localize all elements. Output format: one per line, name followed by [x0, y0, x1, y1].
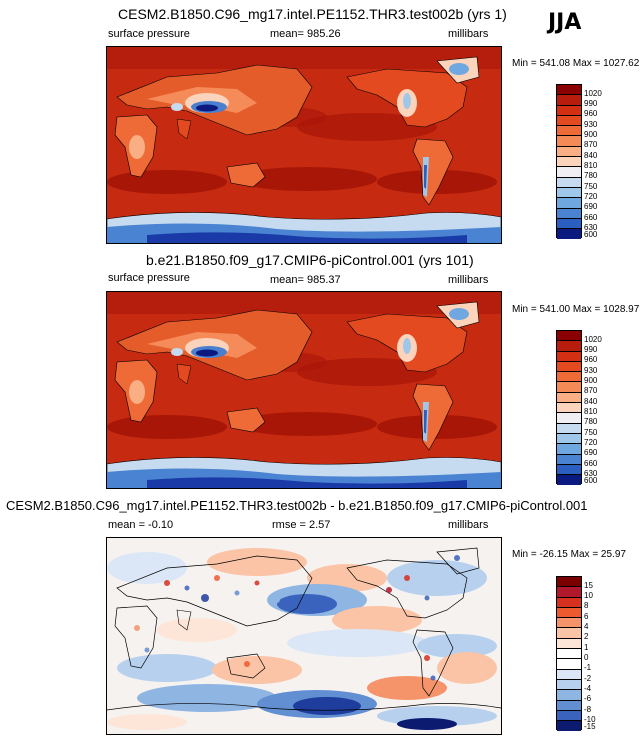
colorbar-tick: 990: [584, 99, 598, 108]
colorbar-tick: -15: [584, 722, 596, 731]
panel3-map-field: [107, 538, 501, 734]
colorbar-tick: 960: [584, 109, 598, 118]
panel2-map: [106, 291, 502, 489]
panel3-title: CESM2.B1850.C96_mg17.intel.PE1152.THR3.t…: [6, 498, 588, 513]
colorbar-tick: 720: [584, 438, 598, 447]
panel3-mean-label: mean = -0.10: [108, 519, 174, 531]
panel1-colorbar: [556, 84, 582, 239]
colorbar-tick: 630: [584, 223, 598, 232]
panel1-variable-label: surface pressure: [108, 28, 190, 40]
panel2-colorbar-labels: 1020 990 960 930 900 870 840 810 780 750…: [584, 330, 624, 485]
panel3-units-label: millibars: [448, 519, 489, 531]
colorbar-tick: -8: [584, 705, 592, 714]
panel3-minmax-label: Min = -26.15 Max = 25.97: [512, 549, 626, 560]
colorbar-tick: 8: [584, 601, 589, 610]
colorbar-tick: 630: [584, 469, 598, 478]
panel1-colorbar-labels: 1020 990 960 930 900 870 840 810 780 750…: [584, 84, 624, 239]
panel2-variable-label: surface pressure: [108, 272, 190, 284]
colorbar-tick: 840: [584, 151, 598, 160]
colorbar-tick: 810: [584, 407, 598, 416]
colorbar-tick: 750: [584, 428, 598, 437]
colorbar-tick: 660: [584, 459, 598, 468]
colorbar-tick: 0: [584, 653, 589, 662]
panel1-units-label: millibars: [448, 28, 489, 40]
colorbar-tick: 660: [584, 213, 598, 222]
panel3-rmse-label: rmse = 2.57: [272, 519, 331, 531]
colorbar-tick: 900: [584, 130, 598, 139]
panel2-colorbar: [556, 330, 582, 485]
panel3-colorbar: [556, 576, 582, 731]
colorbar-tick: 690: [584, 448, 598, 457]
colorbar-tick: 15: [584, 581, 593, 590]
panel1-mean-label: mean= 985.26: [270, 28, 341, 40]
panel2-minmax-label: Min = 541.00 Max = 1028.97: [512, 304, 640, 315]
colorbar-tick: -1: [584, 663, 592, 672]
panel2-map-field: [107, 292, 501, 488]
panel1-title: CESM2.B1850.C96_mg17.intel.PE1152.THR3.t…: [118, 6, 507, 22]
colorbar-tick: 600: [584, 230, 598, 239]
colorbar-tick: 1020: [584, 335, 602, 344]
colorbar-tick: 990: [584, 345, 598, 354]
colorbar-tick: 720: [584, 192, 598, 201]
panel2-title: b.e21.B1850.f09_g17.CMIP6-piControl.001 …: [146, 252, 474, 268]
colorbar-tick: 780: [584, 171, 598, 180]
colorbar-tick: 930: [584, 120, 598, 129]
colorbar-tick: 2: [584, 632, 589, 641]
panel3-map: [106, 537, 502, 735]
colorbar-tick: 840: [584, 397, 598, 406]
colorbar-tick: 810: [584, 161, 598, 170]
colorbar-tick: -4: [584, 684, 592, 693]
colorbar-tick: 10: [584, 591, 593, 600]
colorbar-tick: 750: [584, 182, 598, 191]
colorbar-tick: -6: [584, 694, 592, 703]
colorbar-tick: 960: [584, 355, 598, 364]
colorbar-tick: 1020: [584, 89, 602, 98]
panel1-map-field: [107, 47, 501, 243]
colorbar-tick: 4: [584, 622, 589, 631]
colorbar-tick: 690: [584, 202, 598, 211]
season-label: JJA: [548, 10, 582, 35]
panel1-map: [106, 46, 502, 244]
panel1-minmax-label: Min = 541.08 Max = 1027.62: [512, 58, 640, 69]
panel2-units-label: millibars: [448, 274, 489, 286]
colorbar-tick: -2: [584, 674, 592, 683]
colorbar-tick: 780: [584, 417, 598, 426]
panel2-mean-label: mean= 985.37: [270, 274, 341, 286]
colorbar-tick: 6: [584, 612, 589, 621]
colorbar-tick: 870: [584, 140, 598, 149]
colorbar-tick: 900: [584, 376, 598, 385]
colorbar-tick: 930: [584, 366, 598, 375]
panel3-colorbar-labels: 15 10 8 6 4 2 1 0 -1 -2 -4 -6 -8 -10 -15: [584, 576, 624, 731]
colorbar-tick: 1: [584, 643, 589, 652]
colorbar-tick: 870: [584, 386, 598, 395]
colorbar-tick: -10: [584, 715, 596, 724]
colorbar-tick: 600: [584, 476, 598, 485]
